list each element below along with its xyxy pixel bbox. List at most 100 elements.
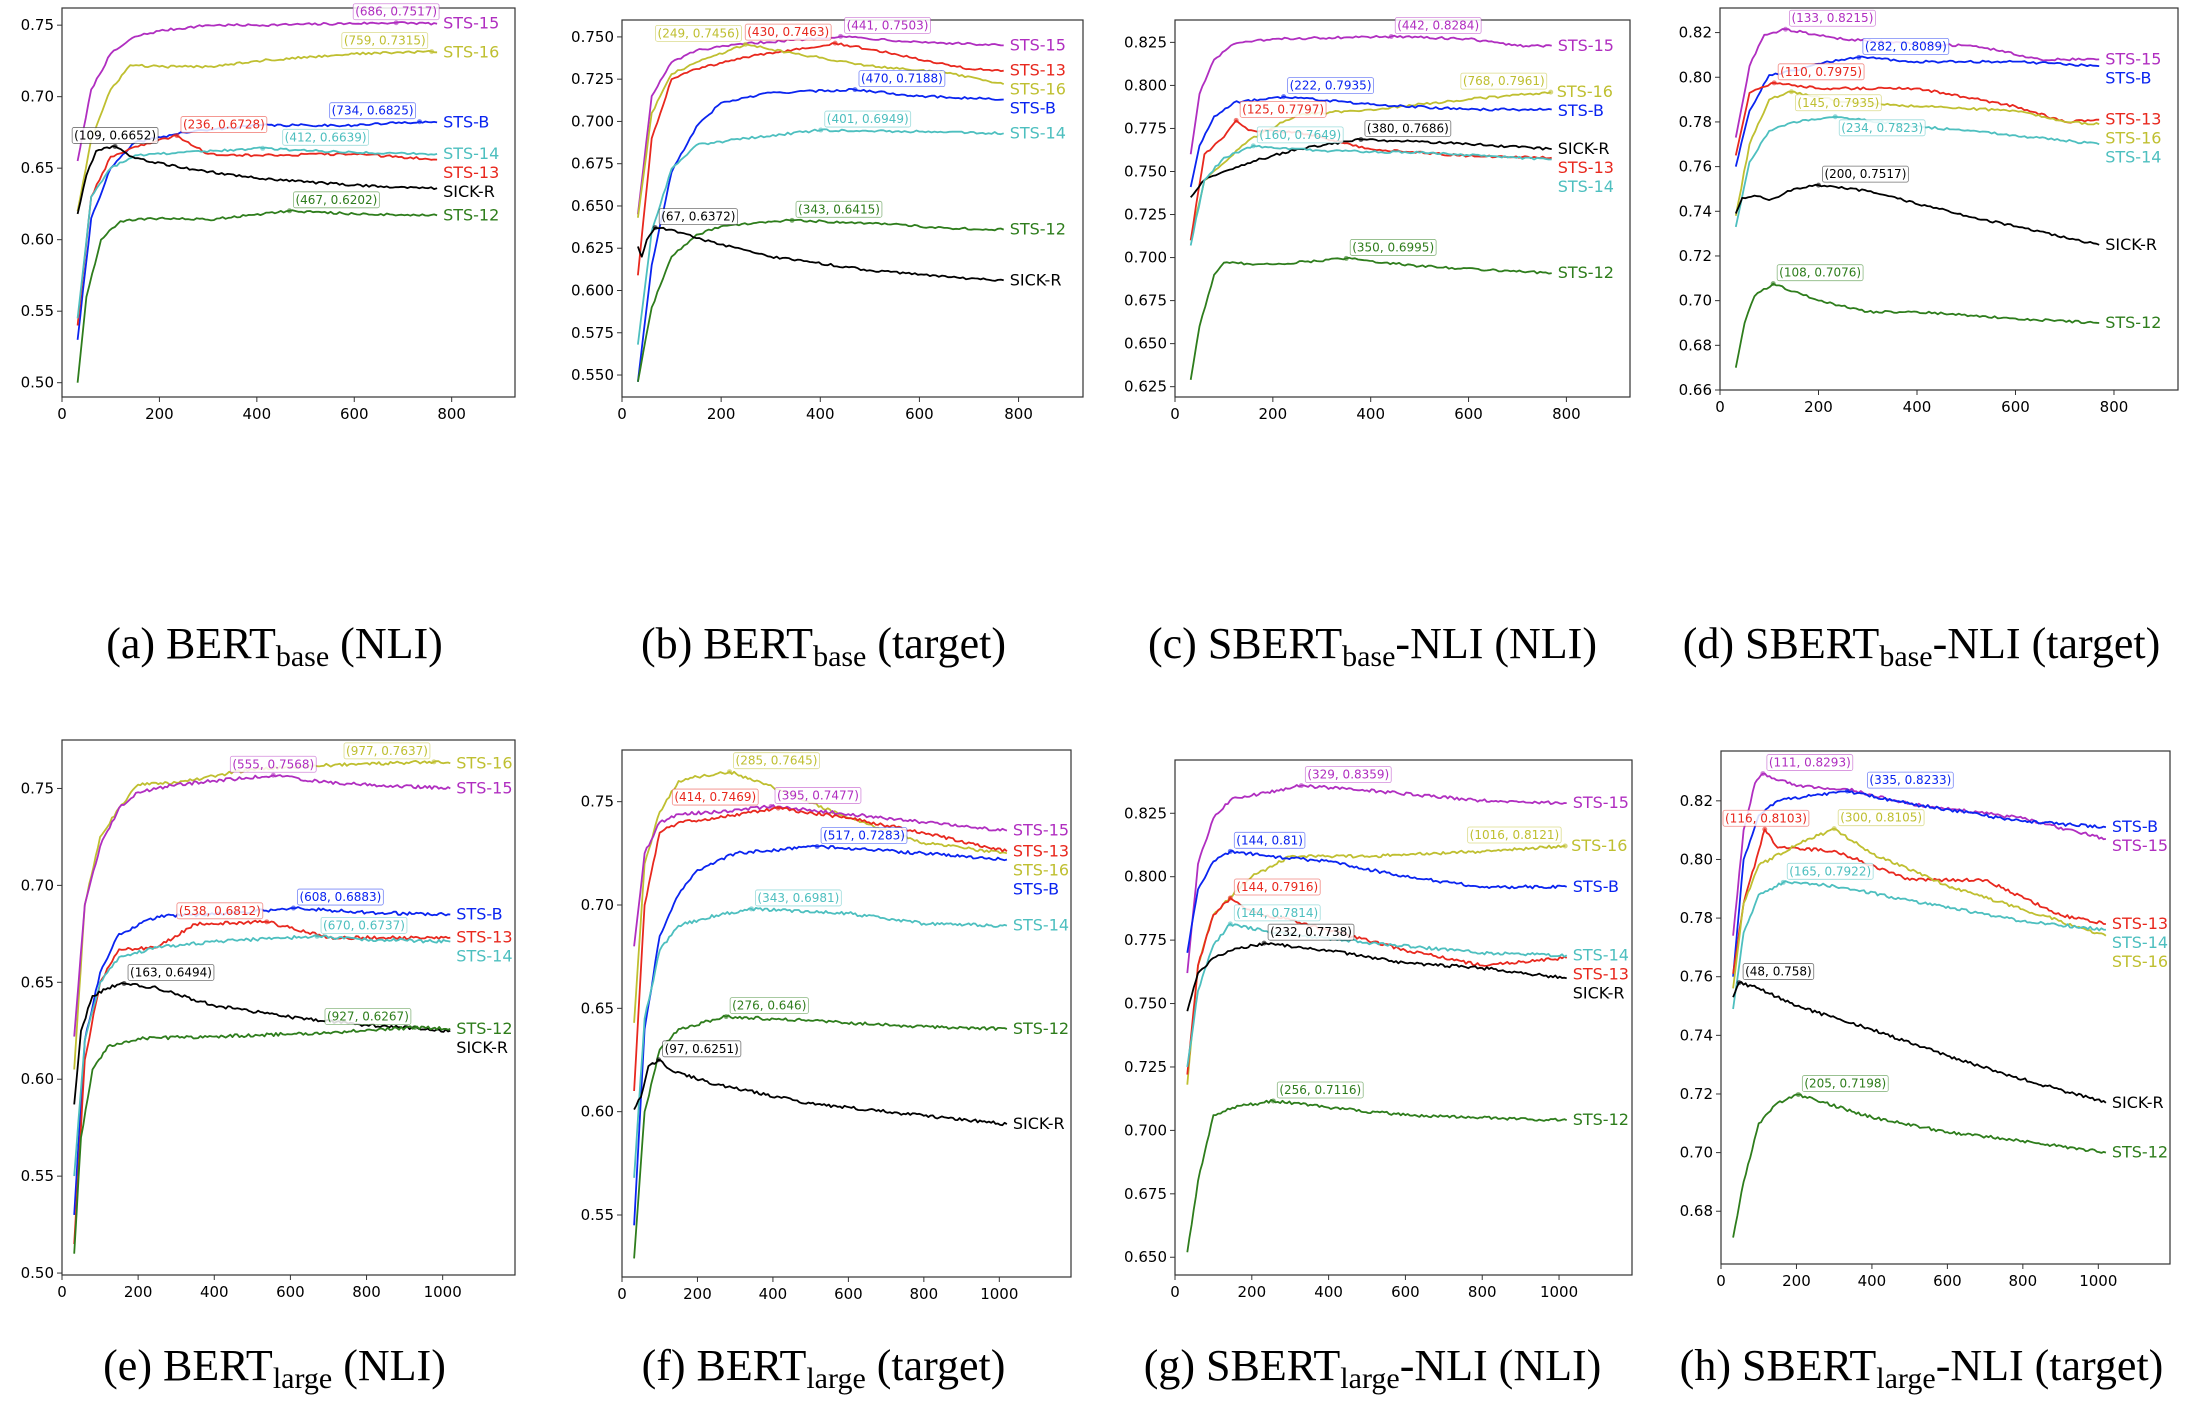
x-tick-label: 200 bbox=[1804, 398, 1833, 416]
peak-annotation-box bbox=[1795, 94, 1882, 112]
peak-annotation-box bbox=[1394, 17, 1482, 34]
peak-annotation-text: (163, 0.6494) bbox=[130, 965, 212, 979]
plot-b: 0 200 400 600 800 0.550 0.575 0.600 0.625 0.650 0.… bbox=[571, 16, 1084, 423]
series-line-sick-r bbox=[1732, 981, 2107, 1104]
plot-c: 0 200 400 600 800 0.625 0.650 0.675 0.700 0.725 0.… bbox=[1124, 17, 1631, 423]
peak-marker-sts-b bbox=[290, 905, 296, 911]
peak-annotation-box bbox=[1233, 831, 1306, 849]
y-tick-label: 0.70 bbox=[581, 896, 614, 914]
y-tick-label: 0.70 bbox=[21, 876, 54, 894]
peak-annotation-sick-r: (48, 0.758) bbox=[1742, 963, 1815, 980]
peak-marker-sts-15 bbox=[1298, 783, 1304, 789]
peak-annotation-box bbox=[282, 128, 369, 146]
x-tick-label: 200 bbox=[683, 1285, 712, 1303]
y-tick-label: 0.675 bbox=[1124, 1185, 1167, 1203]
peak-marker-sts-15 bbox=[1782, 26, 1788, 32]
series-line-sts-15 bbox=[73, 774, 451, 1037]
series-label-sts-12: STS-12 bbox=[443, 205, 499, 224]
peak-annotation-box bbox=[755, 889, 842, 907]
caption-c: (c) SBERTbase-NLI (NLI) bbox=[1098, 618, 1647, 674]
peak-marker-sts-16 bbox=[1548, 89, 1554, 95]
y-tick-label: 0.675 bbox=[571, 155, 614, 173]
peak-annotation-sts-b: (222, 0.7935) bbox=[1287, 77, 1374, 95]
y-tick-label: 0.725 bbox=[571, 70, 614, 88]
peak-marker-sts-13 bbox=[1233, 117, 1239, 123]
x-tick-label: 400 bbox=[1903, 398, 1932, 416]
peak-annotation-sts-13: (430, 0.7463) bbox=[744, 23, 832, 41]
caption-model: SBERT bbox=[1741, 1341, 1877, 1390]
series-label-sts-16: STS-16 bbox=[1010, 80, 1066, 99]
y-tick-label: 0.700 bbox=[1124, 1121, 1167, 1139]
series-label-sts-16: STS-16 bbox=[2112, 952, 2168, 971]
series-line-sts-15 bbox=[1189, 34, 1552, 155]
caption-suffix: (NLI) bbox=[329, 619, 443, 668]
y-tick-label: 0.82 bbox=[1680, 792, 1713, 810]
peak-annotation-text: (236, 0.6728) bbox=[183, 118, 265, 132]
y-tick-label: 0.72 bbox=[1679, 247, 1712, 265]
series-label-sts-14: STS-14 bbox=[1010, 123, 1066, 142]
series-label-sts-15: STS-15 bbox=[1558, 36, 1614, 55]
y-tick-label: 0.625 bbox=[571, 239, 614, 257]
peak-annotation-box bbox=[1837, 809, 1925, 827]
peak-annotation-sts-14: (165, 0.7922) bbox=[1786, 862, 1874, 880]
peak-annotation-text: (517, 0.7283) bbox=[823, 829, 905, 843]
peak-annotation-box bbox=[1256, 126, 1344, 144]
series-line-sts-16 bbox=[1734, 90, 2100, 216]
y-tick-label: 0.750 bbox=[571, 28, 614, 46]
peak-annotation-sts-15: (686, 0.7517) bbox=[352, 3, 440, 21]
x-tick-label: 200 bbox=[124, 1283, 153, 1301]
peak-annotation-sts-16: (768, 0.7961) bbox=[1460, 72, 1548, 90]
peak-annotation-sts-16: (977, 0.7637) bbox=[343, 742, 431, 760]
peak-marker-sts-16 bbox=[1788, 89, 1794, 95]
series-line-sts-13 bbox=[76, 134, 438, 326]
peak-annotation-text: (282, 0.8089) bbox=[1865, 39, 1947, 53]
peak-annotation-box bbox=[1866, 771, 1954, 789]
peak-marker-sick-r bbox=[1358, 136, 1364, 142]
x-tick-label: 0 bbox=[617, 405, 627, 423]
y-tick-label: 0.700 bbox=[1124, 249, 1167, 267]
series-label-sts-12: STS-12 bbox=[1010, 220, 1066, 239]
x-tick-label: 600 bbox=[905, 405, 934, 423]
peak-annotation-box bbox=[1364, 120, 1452, 137]
series-label-sts-15: STS-15 bbox=[2105, 49, 2161, 68]
y-tick-label: 0.750 bbox=[1124, 995, 1167, 1013]
series-label-sts-15: STS-15 bbox=[1010, 35, 1066, 54]
x-tick-label: 800 bbox=[1552, 405, 1581, 423]
series-label-sts-12: STS-12 bbox=[2105, 313, 2161, 332]
caption-prefix: (c) bbox=[1147, 619, 1208, 668]
caption-suffix: -NLI (NLI) bbox=[1395, 619, 1597, 668]
y-tick-label: 0.80 bbox=[1680, 850, 1713, 868]
peak-annotation-text: (160, 0.7649) bbox=[1259, 128, 1341, 142]
series-line-sts-13 bbox=[633, 806, 1008, 1092]
peak-annotation-sts-14: (343, 0.6981) bbox=[755, 889, 842, 907]
peak-annotation-text: (430, 0.7463) bbox=[747, 25, 829, 39]
peak-marker-sts-15 bbox=[768, 803, 774, 809]
peak-annotation-sick-r: (67, 0.6372) bbox=[658, 208, 738, 226]
series-label-sts-16: STS-16 bbox=[1557, 82, 1613, 101]
subfigure-e: 0 200 400 600 800 1000 0.50 0.55 0.60 0.65 0.70 0.7… bbox=[0, 739, 549, 1402]
caption-prefix: (b) bbox=[640, 619, 704, 668]
peak-annotation-sts-16: (759, 0.7315) bbox=[341, 32, 429, 50]
series-line-sts-13 bbox=[1732, 828, 2106, 974]
peak-annotation-sts-b: (282, 0.8089) bbox=[1862, 37, 1950, 55]
y-tick-label: 0.65 bbox=[581, 999, 614, 1017]
peak-annotation-sick-r: (109, 0.6652) bbox=[71, 127, 159, 144]
series-label-sts-14: STS-14 bbox=[456, 947, 512, 966]
peak-marker-sts-14 bbox=[260, 145, 266, 151]
y-tick-label: 0.775 bbox=[1124, 119, 1167, 137]
subfigure-c: 0 200 400 600 800 0.625 0.650 0.675 0.700 0.725 0.… bbox=[1098, 0, 1647, 700]
peak-annotation-sts-12: (343, 0.6415) bbox=[795, 200, 883, 218]
peak-marker-sts-b bbox=[1227, 848, 1233, 854]
series-line-sts-12 bbox=[1732, 1093, 2107, 1238]
peak-annotation-sts-12: (467, 0.6202) bbox=[293, 191, 380, 209]
series-line-sick-r bbox=[637, 226, 1004, 282]
peak-annotation-text: (538, 0.6812) bbox=[179, 904, 261, 918]
peak-annotation-sts-b: (734, 0.6825) bbox=[329, 102, 416, 120]
x-tick-label: 800 bbox=[2100, 398, 2129, 416]
caption-g: (g) SBERTlarge-NLI (NLI) bbox=[1098, 1340, 1647, 1396]
x-tick-label: 200 bbox=[1237, 1283, 1266, 1301]
peak-annotation-text: (97, 0.6251) bbox=[665, 1042, 739, 1056]
caption-model: SBERT bbox=[1745, 619, 1880, 668]
caption-suffix: -NLI (target) bbox=[1935, 1341, 2164, 1390]
